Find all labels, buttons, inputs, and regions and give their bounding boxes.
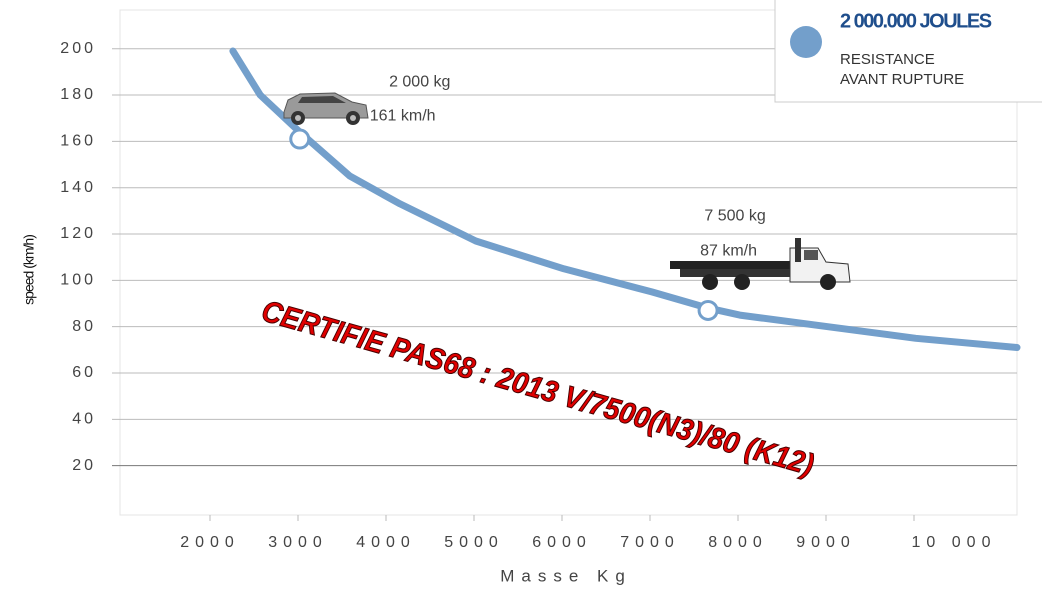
value-label: 87 km/h xyxy=(700,243,757,260)
y-tick-label: 200 xyxy=(60,40,96,57)
mass-label: 2 000 kg xyxy=(389,73,450,90)
x-tick-label: 10 000 xyxy=(912,534,997,551)
x-axis-label: Masse Kg xyxy=(500,566,632,585)
y-tick-label: 180 xyxy=(60,86,96,103)
x-tick-label: 7000 xyxy=(620,534,680,551)
legend: 2 000.000 JOULES RESISTANCE AVANT RUPTUR… xyxy=(775,0,1042,102)
y-tick-label: 100 xyxy=(60,272,96,289)
y-axis-label: speed (km/h) xyxy=(21,235,37,305)
y-tick-label: 20 xyxy=(72,457,96,474)
x-tick-label: 8000 xyxy=(708,534,768,551)
legend-swatch xyxy=(790,26,822,58)
x-tick-label: 2000 xyxy=(180,534,240,551)
legend-text: AVANT RUPTURE xyxy=(840,71,964,88)
legend-text: RESISTANCE xyxy=(840,51,935,68)
x-tick-label: 4000 xyxy=(356,534,416,551)
point-marker xyxy=(699,301,717,319)
x-tick-label: 5000 xyxy=(444,534,504,551)
chart: 20 40 60 80 100 120 140 160 180 200 2000 3000 4000 50… xyxy=(0,0,1042,590)
y-tick-label: 60 xyxy=(72,364,96,381)
legend-title: 2 000.000 JOULES xyxy=(840,10,992,32)
x-tick-label: 9000 xyxy=(796,534,856,551)
y-tick-label: 160 xyxy=(60,133,96,150)
x-tick-label: 3000 xyxy=(268,534,328,551)
x-tick-label: 6000 xyxy=(532,534,592,551)
value-label: 161 km/h xyxy=(370,107,436,124)
y-tick-label: 40 xyxy=(72,411,96,428)
y-tick-label: 120 xyxy=(60,225,96,242)
point-marker xyxy=(291,130,309,148)
y-tick-label: 140 xyxy=(60,179,96,196)
y-tick-label: 80 xyxy=(72,318,96,335)
mass-label: 7 500 kg xyxy=(704,208,765,225)
